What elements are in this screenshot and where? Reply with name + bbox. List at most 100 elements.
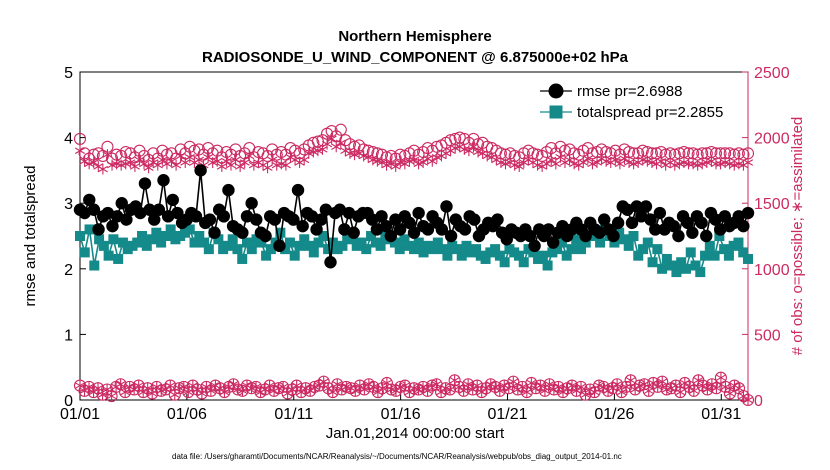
point-assimilated <box>193 154 204 166</box>
point-assimilated-bottom <box>214 382 225 394</box>
point-assimilated-bottom <box>715 372 726 384</box>
point-assimilated <box>317 143 328 155</box>
point-assimilated <box>610 154 621 166</box>
point-assimilated-bottom <box>688 385 699 397</box>
point-assimilated-bottom <box>205 385 216 397</box>
point-totalspread <box>117 237 128 248</box>
point-rmse <box>273 239 286 253</box>
point-assimilated-bottom <box>377 382 388 394</box>
point-assimilated <box>280 159 291 171</box>
y-right-tick-label: 2500 <box>754 65 790 82</box>
point-assimilated-bottom <box>390 385 401 397</box>
point-totalspread <box>137 231 148 241</box>
point-totalspread <box>700 250 711 261</box>
point-totalspread <box>552 244 563 255</box>
point-totalspread <box>213 234 224 245</box>
point-possible <box>119 145 132 159</box>
point-totalspread <box>680 263 691 274</box>
x-axis-label: Jan.01,2014 00:00:00 start <box>326 425 505 442</box>
point-rmse <box>444 229 458 243</box>
point-assimilated-bottom <box>580 389 591 401</box>
point-rmse <box>500 233 513 246</box>
point-totalspread <box>141 240 152 251</box>
point-assimilated-bottom <box>431 378 442 390</box>
point-assimilated-bottom <box>417 381 429 393</box>
point-totalspread <box>413 237 424 248</box>
point-assimilated <box>619 153 630 165</box>
footnote: data file: /Users/gharamti/Documents/NCA… <box>172 452 622 461</box>
point-assimilated-bottom <box>652 381 663 393</box>
point-assimilated-bottom <box>684 381 695 393</box>
point-rmse <box>143 203 156 216</box>
point-totalspread <box>323 244 334 255</box>
point-assimilated-bottom <box>476 386 487 398</box>
point-totalspread <box>723 250 734 261</box>
point-rmse <box>672 229 685 243</box>
point-totalspread <box>733 237 744 248</box>
point-rmse <box>639 200 653 213</box>
point-totalspread <box>695 267 706 278</box>
point-assimilated <box>656 155 667 167</box>
point-assimilated-bottom <box>160 384 171 396</box>
point-assimilated-bottom <box>359 384 370 396</box>
point-totalspread <box>94 234 105 245</box>
point-rmse <box>421 223 435 236</box>
chart-title-line1: Northern Hemisphere <box>338 28 491 45</box>
point-assimilated <box>335 137 346 149</box>
point-totalspread <box>652 244 663 255</box>
point-assimilated <box>463 145 474 157</box>
point-assimilated-bottom <box>742 394 754 406</box>
point-totalspread <box>642 237 653 248</box>
point-totalspread <box>428 244 439 255</box>
point-totalspread <box>389 237 400 248</box>
point-assimilated-bottom <box>187 380 198 392</box>
point-totalspread <box>156 237 167 248</box>
point-assimilated-bottom <box>282 387 293 399</box>
point-totalspread <box>623 240 634 251</box>
point-assimilated <box>97 163 108 175</box>
point-totalspread <box>609 237 620 248</box>
point-totalspread <box>199 237 210 248</box>
point-rmse <box>120 213 133 226</box>
point-rmse <box>171 206 184 220</box>
point-totalspread <box>294 240 305 251</box>
y-left-tick-label: 0 <box>64 393 73 410</box>
point-assimilated-bottom <box>115 378 126 390</box>
point-rmse <box>546 236 560 249</box>
point-assimilated-bottom <box>88 386 99 398</box>
point-assimilated-bottom <box>129 384 140 396</box>
point-assimilated-bottom <box>693 374 704 386</box>
point-assimilated <box>591 157 603 169</box>
point-totalspread <box>566 244 577 255</box>
point-assimilated-bottom <box>508 376 519 388</box>
point-rmse <box>649 223 662 236</box>
point-totalspread <box>289 250 300 261</box>
point-assimilated <box>139 158 150 170</box>
point-assimilated <box>331 141 342 153</box>
point-rmse <box>250 213 263 226</box>
series-assimilated-bottom <box>74 372 754 406</box>
point-assimilated-bottom <box>404 386 415 398</box>
point-rmse <box>737 219 750 233</box>
point-totalspread <box>618 234 629 245</box>
point-assimilated-bottom <box>724 387 735 399</box>
point-assimilated-bottom <box>264 380 275 392</box>
point-assimilated-bottom <box>165 380 176 392</box>
point-totalspread <box>685 247 696 258</box>
point-assimilated <box>578 157 589 169</box>
point-assimilated-bottom <box>535 380 546 392</box>
point-assimilated-bottom <box>354 380 365 392</box>
y-right-tick-label: 1000 <box>754 262 790 279</box>
point-rmse <box>700 229 713 243</box>
point-rmse <box>435 223 449 236</box>
x-tick-label: 01/31 <box>701 406 741 423</box>
point-rmse <box>597 213 611 226</box>
point-assimilated-bottom <box>711 382 722 394</box>
point-totalspread <box>237 253 248 264</box>
point-assimilated-bottom <box>332 378 343 390</box>
point-rmse <box>718 210 732 223</box>
point-totalspread <box>738 247 749 258</box>
point-assimilated-bottom <box>454 381 465 393</box>
point-assimilated <box>134 154 145 166</box>
point-rmse <box>208 226 221 239</box>
